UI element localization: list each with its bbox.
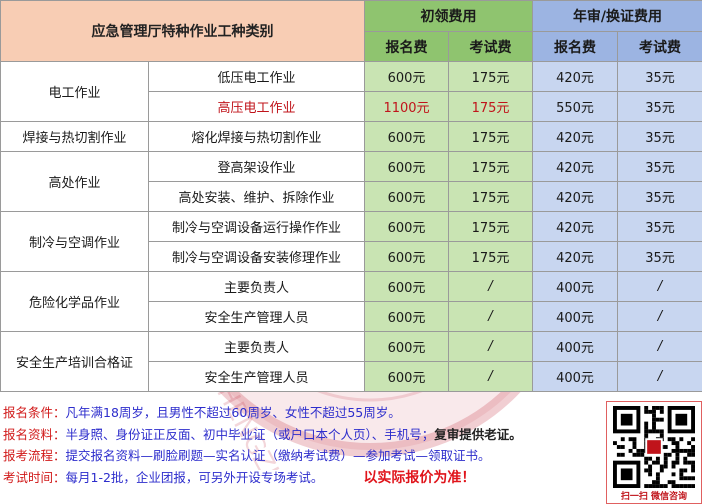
renewal-signup-fee: 400元 [532,271,618,302]
table-row: 高处安装、维护、拆除作业 600元 175元 420元 35元 [1,181,702,212]
price-note: 以实际报价为准！ [363,469,476,486]
initial-signup-fee: 600元 [364,211,449,242]
category-cell: 电工作业 [0,61,149,122]
fee-table-body: 电工作业 低压电工作业 600元 175元 420元 35元 高压电工作业 1100元 175元… [0,61,702,392]
category-cell: 高处作业 [0,151,149,212]
initial-exam-fee: / [448,331,533,362]
table-row: 高压电工作业 1100元 175元 550元 35元 [1,91,702,122]
category-cell: 制冷与空调作业 [0,211,149,272]
header-initial-signup: 报名费 [364,31,449,62]
note-process: 报考流程：提交报名资料—刷脸刷题—实名认证（缴纳考试费）—参加考试—领取证书。 [3,448,491,463]
renewal-signup-fee: 420元 [532,61,618,92]
renewal-exam-fee: 35元 [617,91,702,122]
subtype-cell: 登高架设作业 [148,151,365,182]
subtype-cell: 安全生产管理人员 [148,301,365,332]
subtype-cell: 主要负责人 [148,331,365,362]
subtype-cell: 制冷与空调设备安装修理作业 [148,241,365,272]
initial-signup-fee: 600元 [364,181,449,212]
note-exam-time: 考试时间：每月1-2批，企业团报，可另外开设专场考试。 以实际报价为准！ [3,469,476,486]
subtype-cell: 低压电工作业 [148,61,365,92]
renewal-signup-fee: 420元 [532,151,618,182]
subtype-cell: 制冷与空调设备运行操作作业 [148,211,365,242]
subtype-cell: 熔化焊接与热切割作业 [148,121,365,152]
subtype-cell: 安全生产管理人员 [148,361,365,392]
table-row: 安全生产管理人员 600元/400元 / [1,361,702,392]
renewal-exam-fee: 35元 [617,61,702,92]
qr-code-icon [613,406,695,488]
initial-signup-fee: 600元 [364,121,449,152]
renewal-exam-fee: / [617,301,702,332]
note-conditions: 报名条件：凡年满18周岁，且男性不超过60周岁、女性不超过55周岁。 [3,405,401,420]
initial-exam-fee: 175元 [448,151,533,182]
table-row: 危险化学品作业 主要负责人 600元/400元 / [0,271,702,332]
note-documents: 报名资料：半身照、身份证正反面、初中毕业证（或户口本个人页）、手机号；复审提供老… [3,426,522,442]
header-category: 应急管理厅特种作业工种类别 [0,0,365,62]
initial-signup-fee: 600元 [364,241,449,272]
renewal-exam-fee: 35元 [617,121,702,152]
initial-exam-fee: / [448,271,533,302]
initial-signup-fee: 600元 [364,271,449,302]
subtype-cell: 主要负责人 [148,271,365,302]
initial-signup-fee: 600元 [364,151,449,182]
header-renewal-fees: 年审/换证费用 [532,0,702,32]
table-row: 安全生产管理人员 600元/400元 / [1,301,702,332]
initial-signup-fee: 600元 [364,361,449,392]
fee-table: 应急管理厅特种作业工种类别 初领费用 年审/换证费用 报名费 考试费 报名费 考… [0,0,702,392]
table-row: 高处作业 登高架设作业 600元 175元 420元 35元 [0,151,702,212]
renewal-exam-fee: 35元 [617,211,702,242]
initial-signup-fee: 1100元 [364,91,449,122]
initial-exam-fee: 175元 [448,121,533,152]
initial-exam-fee: 175元 [448,61,533,92]
initial-exam-fee: 175元 [448,91,533,122]
renewal-exam-fee: / [617,271,702,302]
subtype-cell: 高处安装、维护、拆除作业 [148,181,365,212]
renewal-signup-fee: 400元 [532,301,618,332]
initial-exam-fee: 175元 [448,211,533,242]
renewal-signup-fee: 420元 [532,181,618,212]
category-cell: 危险化学品作业 [0,271,149,332]
initial-signup-fee: 600元 [364,61,449,92]
renewal-exam-fee: 35元 [617,181,702,212]
header-initial-exam: 考试费 [448,31,533,62]
renewal-exam-fee: 35元 [617,241,702,272]
renewal-signup-fee: 420元 [532,241,618,272]
qr-caption: 扫一扫 微信咨询 [620,492,688,502]
initial-exam-fee: 175元 [448,241,533,272]
initial-exam-fee: / [448,301,533,332]
renewal-exam-fee: 35元 [617,151,702,182]
header-renewal-exam: 考试费 [617,31,702,62]
table-row: 电工作业 低压电工作业 600元 175元 420元 35元 [0,61,702,122]
initial-signup-fee: 600元 [364,301,449,332]
category-cell: 焊接与热切割作业 [0,121,149,152]
header-renewal-signup: 报名费 [532,31,618,62]
table-row: 制冷与空调作业 制冷与空调设备运行操作作业 600元 175元 420元 35元 [0,211,702,272]
table-row: 焊接与热切割作业 熔化焊接与热切割作业 600元 175元 420元 35元 [0,121,702,152]
renewal-signup-fee: 400元 [532,361,618,392]
renewal-signup-fee: 550元 [532,91,618,122]
notes-section: 报名条件：凡年满18周岁，且男性不超过60周岁、女性不超过55周岁。 报名资料：… [3,402,603,489]
initial-exam-fee: 175元 [448,181,533,212]
subtype-cell: 高压电工作业 [148,91,365,122]
category-cell: 安全生产培训合格证 [0,331,149,392]
renewal-exam-fee: / [617,361,702,392]
initial-signup-fee: 600元 [364,331,449,362]
renewal-signup-fee: 420元 [532,211,618,242]
renewal-exam-fee: / [617,331,702,362]
header-initial-fees: 初领费用 [364,0,533,32]
wechat-qr-panel: 扫一扫 微信咨询 [606,401,702,504]
table-row: 安全生产培训合格证 主要负责人 600元/400元 / [0,331,702,392]
renewal-signup-fee: 400元 [532,331,618,362]
initial-exam-fee: / [448,361,533,392]
renewal-signup-fee: 420元 [532,121,618,152]
